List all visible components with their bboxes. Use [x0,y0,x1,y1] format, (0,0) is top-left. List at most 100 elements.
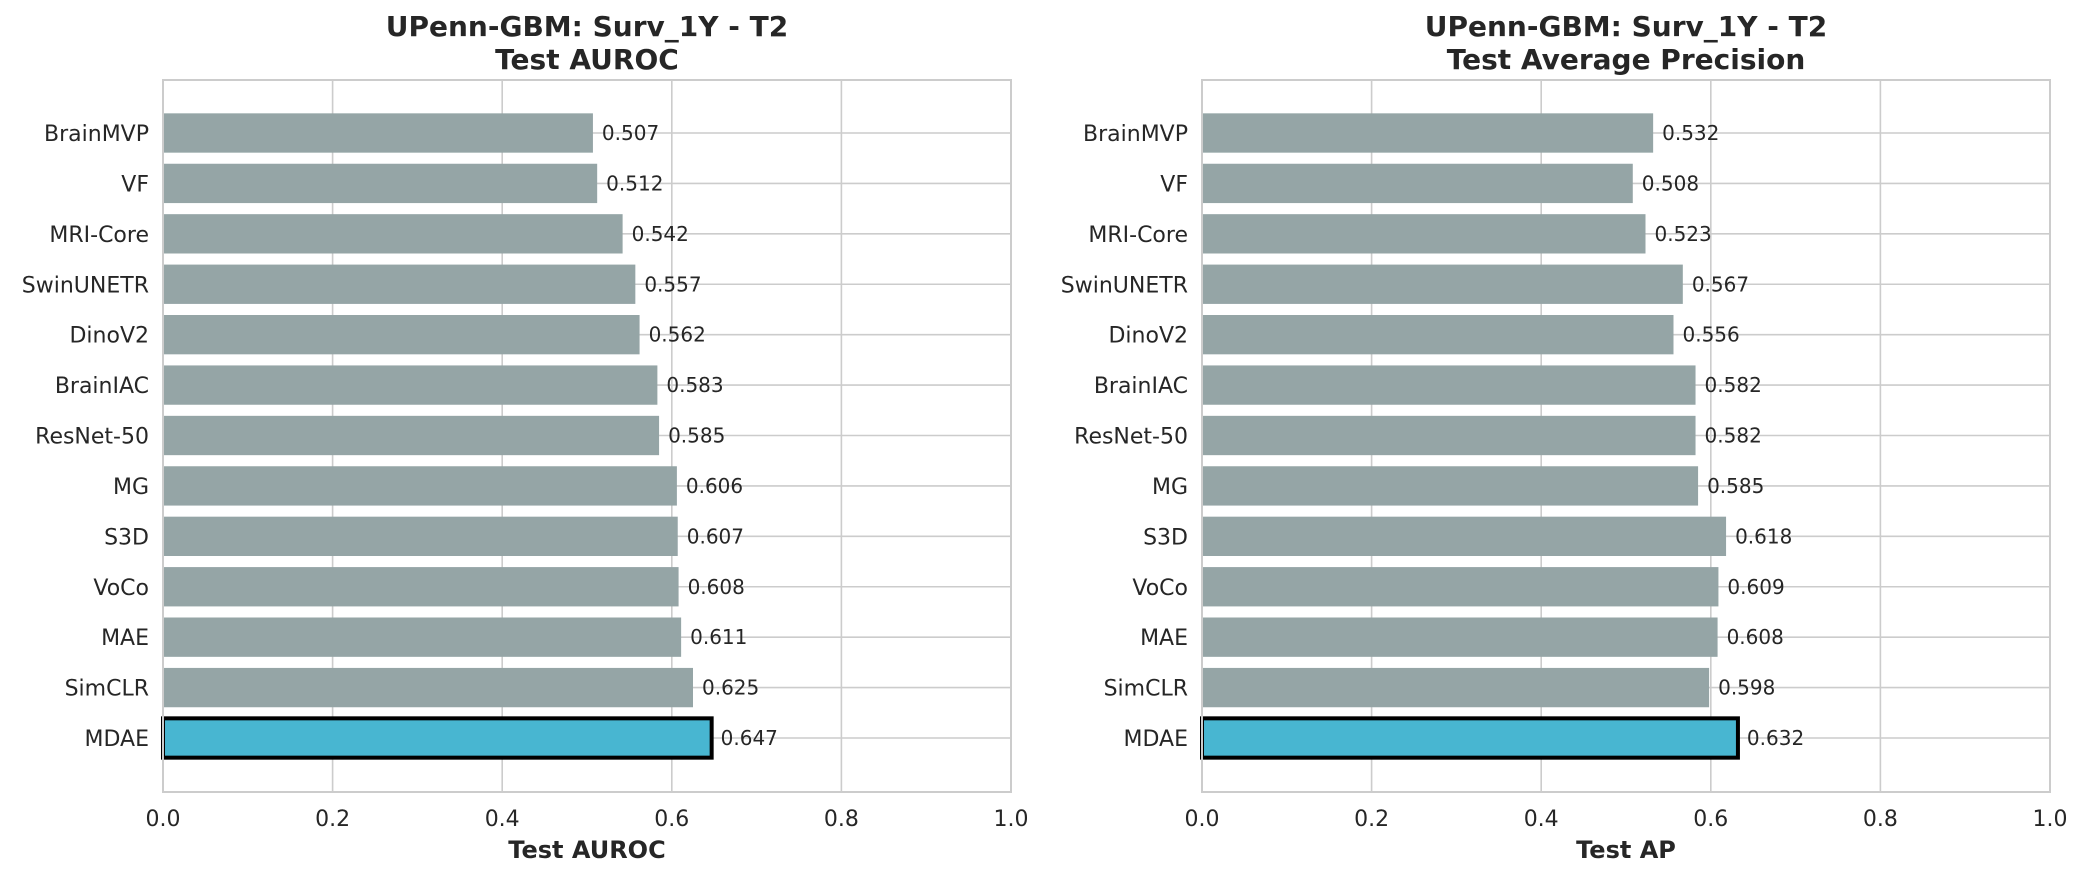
right-plot-area: 0.0 0.2 0.4 0.6 0.8 1.0 BrainMVP 0.532 VF 0.508 MR… [1061,79,2068,832]
left-category-label: MG [113,475,149,500]
left-value-label: 0.583 [666,373,723,397]
left-category-label: MRI-Core [49,223,149,248]
left-x-tick-label: 0.2 [315,807,350,832]
right-x-tick-label: 0.0 [1185,807,1220,832]
right-bar [1202,163,1633,204]
right-chart-title: UPenn-GBM: Surv_1Y - T2 [1425,10,1828,43]
left-category-label: ResNet-50 [35,425,149,450]
right-x-axis-label: Test AP [1576,836,1676,864]
right-x-tick-label: 0.8 [1863,807,1898,832]
left-chart-title: UPenn-GBM: Surv_1Y - T2 [386,10,789,43]
left-bar [163,466,677,506]
left-x-tick-label: 0.0 [146,807,181,832]
right-value-label: 0.567 [1692,272,1749,296]
right-bar [1202,466,1699,506]
left-plot-area: 0.0 0.2 0.4 0.6 0.8 1.0 BrainMVP 0.507 VF 0.512 MR… [22,79,1029,832]
right-chart-subtitle: Test Average Precision [1447,43,1806,76]
left-category-label: S3D [104,525,149,550]
left-x-axis-label: Test AUROC [508,836,665,864]
right-bar [1202,315,1674,355]
left-bar [163,415,660,456]
left-value-label: 0.512 [606,171,663,195]
right-bar [1202,667,1710,708]
left-bar [163,163,598,204]
left-value-label: 0.557 [644,272,701,296]
right-value-label: 0.609 [1727,575,1784,599]
right-value-label: 0.508 [1642,171,1699,195]
right-panel: UPenn-GBM: Surv_1Y - T2 Test Average Pre… [1061,10,2068,864]
right-bar [1202,415,1696,456]
left-bar [163,365,658,405]
left-value-label: 0.606 [686,474,743,498]
left-x-tick-label: 0.4 [485,807,520,832]
right-value-label: 0.582 [1705,424,1762,448]
left-x-tick-label: 0.6 [654,807,689,832]
left-value-label: 0.585 [668,424,725,448]
right-bar [1202,516,1727,556]
right-bar [1202,617,1718,657]
left-bar-highlight [161,716,714,760]
left-category-label: VoCo [93,576,149,601]
right-value-label: 0.598 [1718,676,1775,700]
right-value-label: 0.532 [1662,121,1719,145]
right-value-label: 0.585 [1707,474,1764,498]
right-category-label: MAE [1140,626,1188,651]
right-category-label: BrainIAC [1094,374,1188,399]
right-category-label: MDAE [1124,727,1189,752]
right-plot-frame [1201,79,2051,793]
left-value-label: 0.607 [687,524,744,548]
left-chart-subtitle: Test AUROC [495,43,679,76]
left-category-label: MAE [101,626,149,651]
left-value-label: 0.647 [721,726,778,750]
left-bar [163,315,640,355]
left-category-label: SwinUNETR [22,273,149,298]
right-bar [1202,567,1719,607]
right-value-label: 0.632 [1747,726,1804,750]
left-category-label: BrainMVP [44,122,149,147]
right-bar-highlight [1200,716,1740,760]
left-category-label: SimCLR [65,677,149,702]
left-value-label: 0.562 [649,323,706,347]
left-bar [163,264,636,304]
right-category-label: SwinUNETR [1061,273,1188,298]
right-category-label: S3D [1143,525,1188,550]
left-bar [163,214,623,254]
right-x-tick-label: 0.4 [1524,807,1559,832]
left-value-label: 0.625 [702,676,759,700]
right-bar [1202,214,1646,254]
right-value-label: 0.608 [1727,625,1784,649]
right-value-label: 0.618 [1735,524,1792,548]
left-bar [163,617,682,657]
left-category-label: BrainIAC [55,374,149,399]
right-category-label: MG [1152,475,1188,500]
left-bar [163,567,679,607]
left-value-label: 0.507 [602,121,659,145]
left-bar [163,113,593,153]
right-bar [1202,113,1654,153]
left-plot-frame [162,79,1012,793]
right-category-label: MRI-Core [1088,223,1188,248]
right-value-label: 0.523 [1655,222,1712,246]
left-category-label: DinoV2 [69,324,149,349]
right-x-tick-label: 1.0 [2033,807,2068,832]
left-x-tick-label: 0.8 [824,807,859,832]
left-category-label: MDAE [85,727,150,752]
right-category-label: BrainMVP [1083,122,1188,147]
right-x-tick-label: 0.6 [1693,807,1728,832]
left-value-label: 0.542 [632,222,689,246]
left-value-label: 0.608 [688,575,745,599]
right-x-tick-label: 0.2 [1354,807,1389,832]
right-bar [1202,264,1683,304]
right-category-label: DinoV2 [1108,324,1188,349]
right-category-label: VF [1160,172,1188,197]
left-panel: UPenn-GBM: Surv_1Y - T2 Test AUROC Test … [22,10,1029,864]
left-value-label: 0.611 [690,625,747,649]
left-category-label: VF [121,172,149,197]
left-x-tick-label: 1.0 [994,807,1029,832]
left-bar [163,667,693,708]
right-category-label: SimCLR [1104,677,1188,702]
right-value-label: 0.556 [1682,323,1739,347]
right-value-label: 0.582 [1705,373,1762,397]
